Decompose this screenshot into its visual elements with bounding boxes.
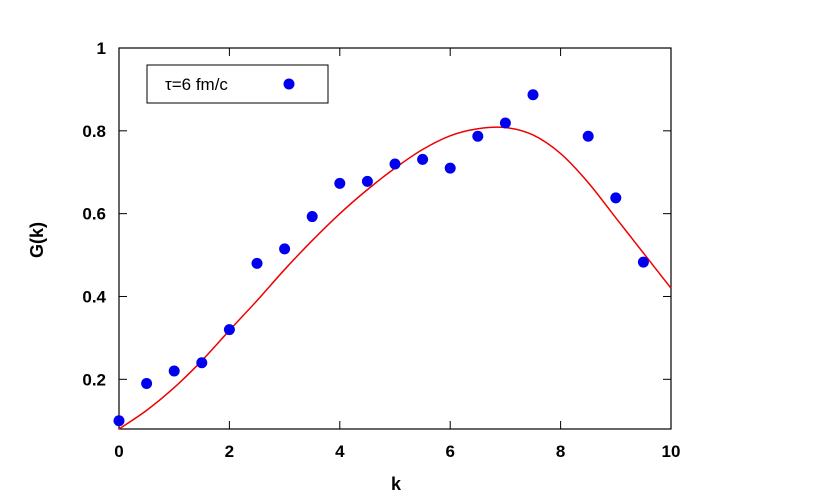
legend-marker xyxy=(283,78,295,90)
data-point xyxy=(334,177,346,189)
axis-ticks xyxy=(118,47,672,429)
x-tick-label: 0 xyxy=(114,442,123,461)
data-point xyxy=(168,365,180,377)
y-tick-label: 0.4 xyxy=(82,287,106,306)
plot-frame xyxy=(118,47,672,430)
fit-curve xyxy=(118,126,672,430)
data-point xyxy=(389,158,401,170)
x-axis-title: k xyxy=(391,474,402,494)
x-tick-labels: 0 2 4 6 8 10 xyxy=(114,442,680,461)
data-point xyxy=(582,130,594,142)
data-point xyxy=(444,162,456,174)
data-point xyxy=(113,415,125,427)
legend: τ=6 fm/c xyxy=(146,64,329,104)
y-tick-label: 0.2 xyxy=(82,370,106,389)
data-point xyxy=(141,377,153,389)
legend-box xyxy=(146,64,329,104)
x-tick-label: 10 xyxy=(662,442,681,461)
y-tick-label: 1 xyxy=(97,39,106,58)
x-tick-label: 2 xyxy=(225,442,234,461)
legend-label: τ=6 fm/c xyxy=(165,75,228,94)
data-point xyxy=(223,324,235,336)
x-tick-label: 8 xyxy=(556,442,565,461)
data-point xyxy=(527,89,539,101)
data-points xyxy=(113,89,649,427)
data-point xyxy=(251,257,263,269)
x-tick-label: 4 xyxy=(335,442,345,461)
data-point xyxy=(306,211,318,223)
y-tick-labels: 0.2 0.4 0.6 0.8 1 xyxy=(82,39,106,389)
x-tick-label: 6 xyxy=(445,442,454,461)
data-point xyxy=(637,256,649,268)
data-point xyxy=(610,192,622,204)
y-tick-label: 0.8 xyxy=(82,122,106,141)
data-point xyxy=(361,175,373,187)
data-point xyxy=(279,243,291,255)
data-point xyxy=(472,130,484,142)
data-point xyxy=(196,357,208,369)
data-point xyxy=(417,153,429,165)
y-axis-title: G(k) xyxy=(27,222,47,258)
data-point xyxy=(499,117,511,129)
y-tick-label: 0.6 xyxy=(82,205,106,224)
